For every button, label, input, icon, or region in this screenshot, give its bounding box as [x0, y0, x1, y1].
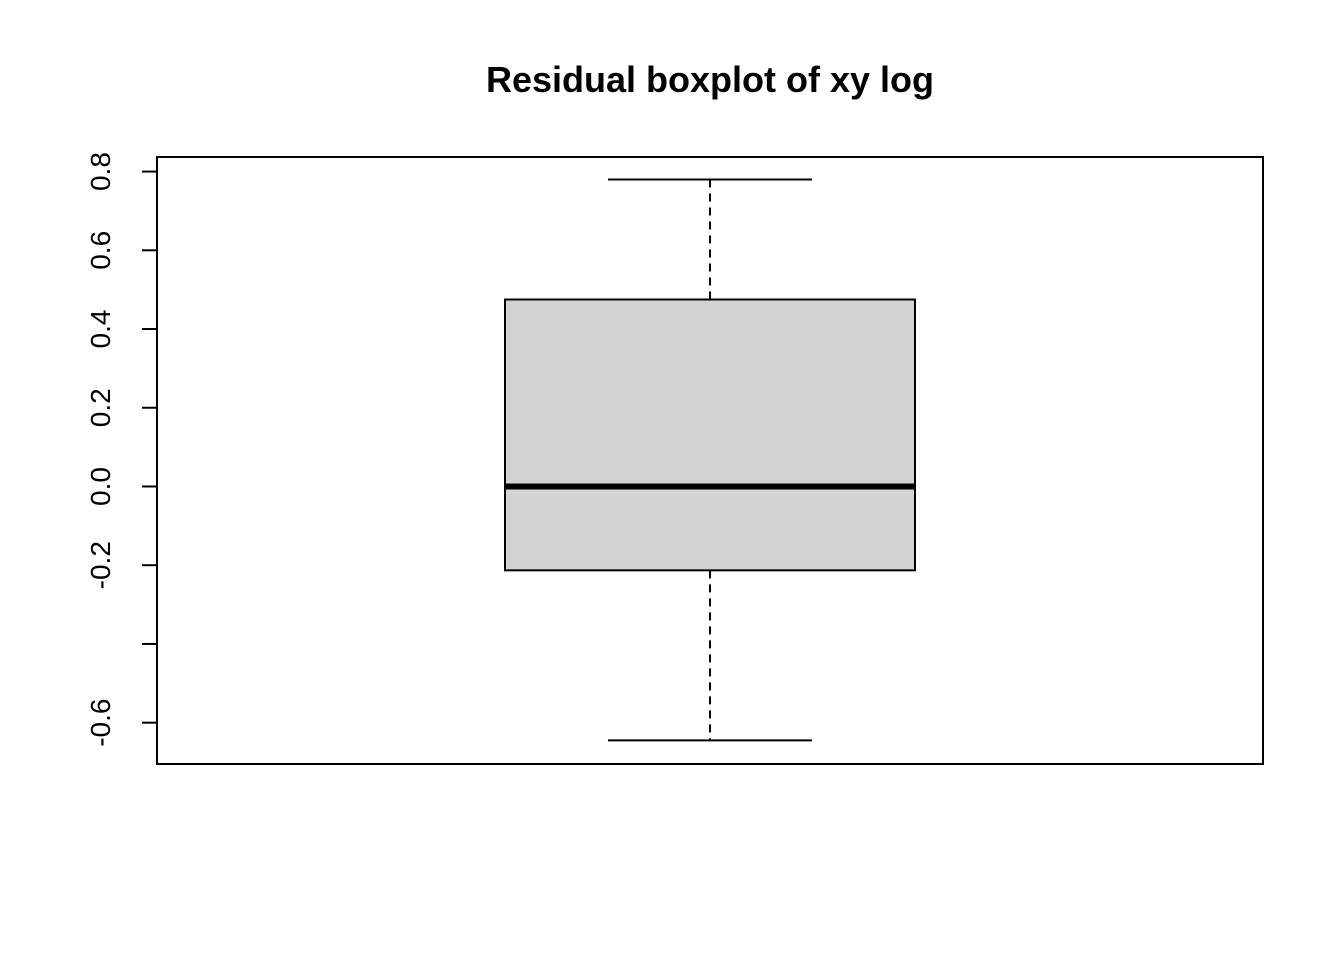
- interquartile-box: [504, 298, 916, 572]
- y-axis: -0.6 -0.2 0.0 0.2 0.4 0.6 0.8: [85, 152, 157, 747]
- y-tick-label: 0.6: [85, 231, 116, 270]
- y-tick-label: -0.6: [85, 699, 116, 747]
- plot-frame: [156, 156, 1264, 765]
- chart-title: Residual boxplot of xy log: [486, 59, 934, 100]
- y-tick-label: 0.0: [85, 467, 116, 506]
- y-tick-label: -0.2: [85, 541, 116, 589]
- box-plot: [504, 178, 916, 742]
- y-tick-label: 0.2: [85, 388, 116, 427]
- y-tick-label: 0.4: [85, 310, 116, 349]
- y-tick-label: 0.8: [85, 152, 116, 191]
